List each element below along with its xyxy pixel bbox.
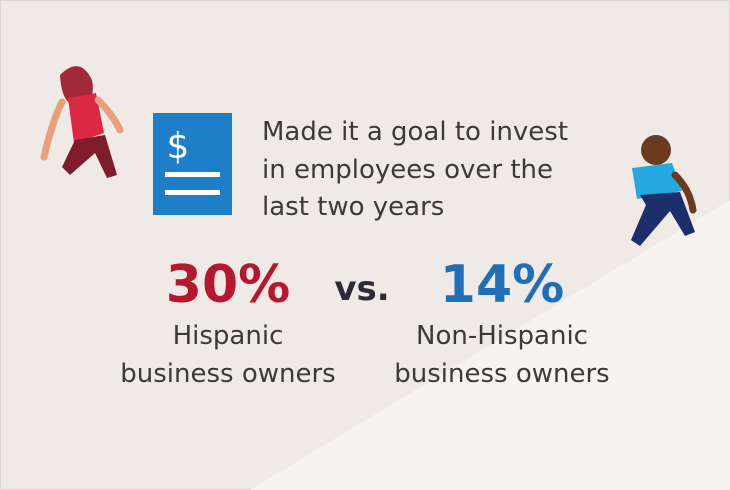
left-value: 30% [166, 255, 290, 315]
left-label: business owners [120, 359, 335, 389]
headline-line: in employees over the [262, 155, 553, 185]
man-illustration [631, 135, 697, 246]
icon-body [153, 113, 232, 215]
woman-illustration [40, 66, 124, 178]
light-band [250, 200, 730, 490]
headline-line: last two years [262, 192, 444, 222]
right-value: 14% [440, 255, 564, 315]
right-label: business owners [394, 359, 609, 389]
left-label: Hispanic [173, 321, 284, 351]
document-icon: $ [153, 113, 232, 215]
icon-symbol: $ [167, 126, 190, 167]
headline-line: Made it a goal to invest [262, 117, 568, 147]
separator: vs. [334, 269, 389, 309]
right-label: Non-Hispanic [416, 321, 588, 351]
icon-line [165, 190, 220, 195]
icon-line [165, 172, 220, 177]
